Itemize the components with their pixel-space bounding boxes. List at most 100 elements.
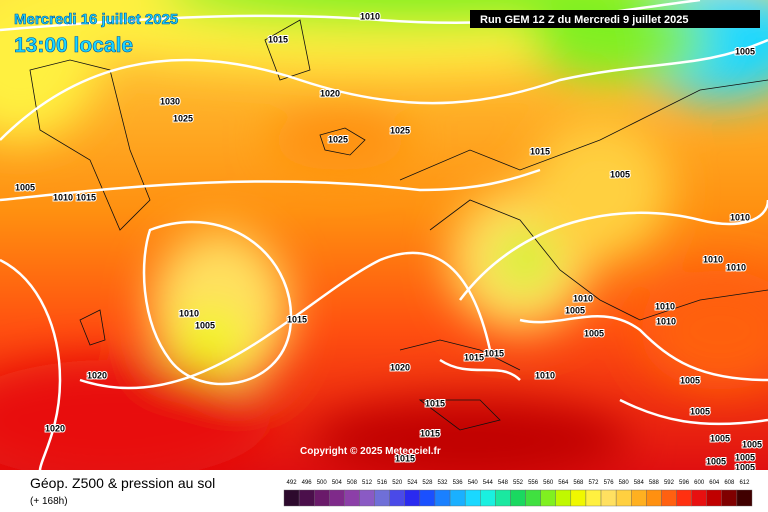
isobar-label: 1005	[690, 406, 710, 416]
isobar-label: 1015	[425, 398, 445, 408]
isobar-label: 1005	[584, 328, 604, 338]
scale-swatch	[585, 489, 602, 507]
scale-swatch	[283, 489, 300, 507]
scale-swatch	[298, 489, 315, 507]
isobar-label: 1010	[535, 370, 555, 380]
isobar-label: 1005	[680, 375, 700, 385]
scale-swatch	[721, 489, 738, 507]
scale-swatch	[676, 489, 692, 507]
isobar-label: 1010	[655, 301, 675, 311]
scale-label: 516	[377, 480, 388, 486]
isobar-label: 1015	[287, 314, 307, 324]
isobar-label: 1020	[87, 370, 107, 380]
isobar-label: 1005	[195, 320, 215, 330]
scale-label: 520	[392, 480, 403, 486]
scale-swatch	[691, 489, 707, 507]
isobar-label: 1005	[15, 182, 35, 192]
isobar-label: 1010	[360, 11, 380, 21]
scale-label: 584	[634, 480, 645, 486]
isobar-label: 1030	[160, 96, 180, 106]
scale-swatch	[449, 489, 466, 507]
scale-label: 604	[709, 480, 720, 486]
footer-lead: (+ 168h)	[30, 496, 68, 507]
isobar-label: 1005	[742, 439, 762, 449]
isobar-label: 1015	[420, 428, 440, 438]
isobar-labels: 1010 1015 1020 1030 1025 1025 1025 1005 …	[14, 10, 763, 473]
isobar-label: 1025	[328, 134, 348, 144]
scale-swatch	[374, 489, 390, 507]
forecast-time: 13:00 locale	[14, 34, 133, 57]
isobar-label: 1015	[464, 352, 484, 362]
color-scale: 492 496 500 504 508 512 516 520 524 528 532 536 540 5…	[283, 480, 753, 507]
scale-swatch	[661, 489, 677, 507]
isobar-label: 1005	[735, 46, 755, 56]
isobar-label: 1005	[735, 452, 755, 462]
isobar-label: 1010	[573, 293, 593, 303]
isobar-label: 1010	[726, 262, 746, 272]
scale-swatch	[419, 489, 436, 507]
scale-label: 560	[543, 480, 554, 486]
scale-label: 556	[528, 480, 539, 486]
isobar-label: 1010	[53, 192, 73, 202]
isobar-label: 1010	[179, 308, 199, 318]
scale-label: 572	[588, 480, 599, 486]
isobar-label: 1015	[268, 34, 288, 44]
scale-swatch	[344, 489, 360, 507]
scale-label: 564	[558, 480, 569, 486]
scale-label: 580	[619, 480, 630, 486]
scale-label: 608	[724, 480, 735, 486]
field	[0, 0, 768, 480]
scale-label: 492	[287, 480, 298, 486]
scale-swatch	[736, 489, 753, 507]
scale-swatch	[706, 489, 723, 507]
scale-swatch	[389, 489, 405, 507]
scale-label: 568	[573, 480, 584, 486]
scale-swatch	[404, 489, 421, 507]
scale-label: 544	[483, 480, 494, 486]
footer-title: Géop. Z500 & pression au sol	[30, 475, 215, 491]
scale-label: 536	[453, 480, 464, 486]
scale-label: 588	[649, 480, 660, 486]
scale-swatch	[464, 489, 481, 507]
scale-label: 600	[694, 480, 705, 486]
isobar-label: 1015	[395, 453, 415, 463]
scale-label: 612	[739, 480, 750, 486]
run-info: Run GEM 12 Z du Mercredi 9 juillet 2025	[480, 14, 688, 26]
scale-label: 596	[679, 480, 690, 486]
isobar-label: 1005	[565, 305, 585, 315]
scale-label: 524	[407, 480, 418, 486]
isobar-label: 1005	[710, 433, 730, 443]
scale-swatch	[434, 489, 451, 507]
scale-label: 552	[513, 480, 524, 486]
scale-swatch	[615, 489, 632, 507]
scale-label: 540	[468, 480, 479, 486]
scale-label: 548	[498, 480, 509, 486]
scale-swatch	[359, 489, 375, 507]
forecast-date: Mercredi 16 juillet 2025	[14, 11, 178, 28]
scale-swatch	[646, 489, 662, 507]
scale-label: 512	[362, 480, 373, 486]
copyright: Copyright © 2025 Meteociel.fr	[300, 446, 441, 457]
scale-swatch	[525, 489, 541, 507]
run-banner	[470, 10, 760, 28]
scale-label: 592	[664, 480, 675, 486]
scale-swatch	[495, 489, 511, 507]
isobar-label: 1010	[656, 316, 676, 326]
isobar-label: 1015	[76, 192, 96, 202]
scale-label: 528	[422, 480, 433, 486]
scale-label: 532	[438, 480, 449, 486]
coastlines	[29, 19, 768, 431]
scale-swatch	[570, 489, 587, 507]
isobar-label: 1005	[706, 456, 726, 466]
isobar-label: 1010	[730, 212, 750, 222]
scale-swatch	[600, 489, 617, 507]
scale-swatch	[313, 489, 330, 507]
scale-swatch	[329, 489, 345, 507]
isobar-label: 1015	[530, 146, 550, 156]
isobar-label: 1025	[390, 125, 410, 135]
isobars	[0, 0, 768, 470]
isobar-label: 1020	[320, 88, 340, 98]
scale-swatch	[510, 489, 526, 507]
scale-label: 500	[317, 480, 328, 486]
